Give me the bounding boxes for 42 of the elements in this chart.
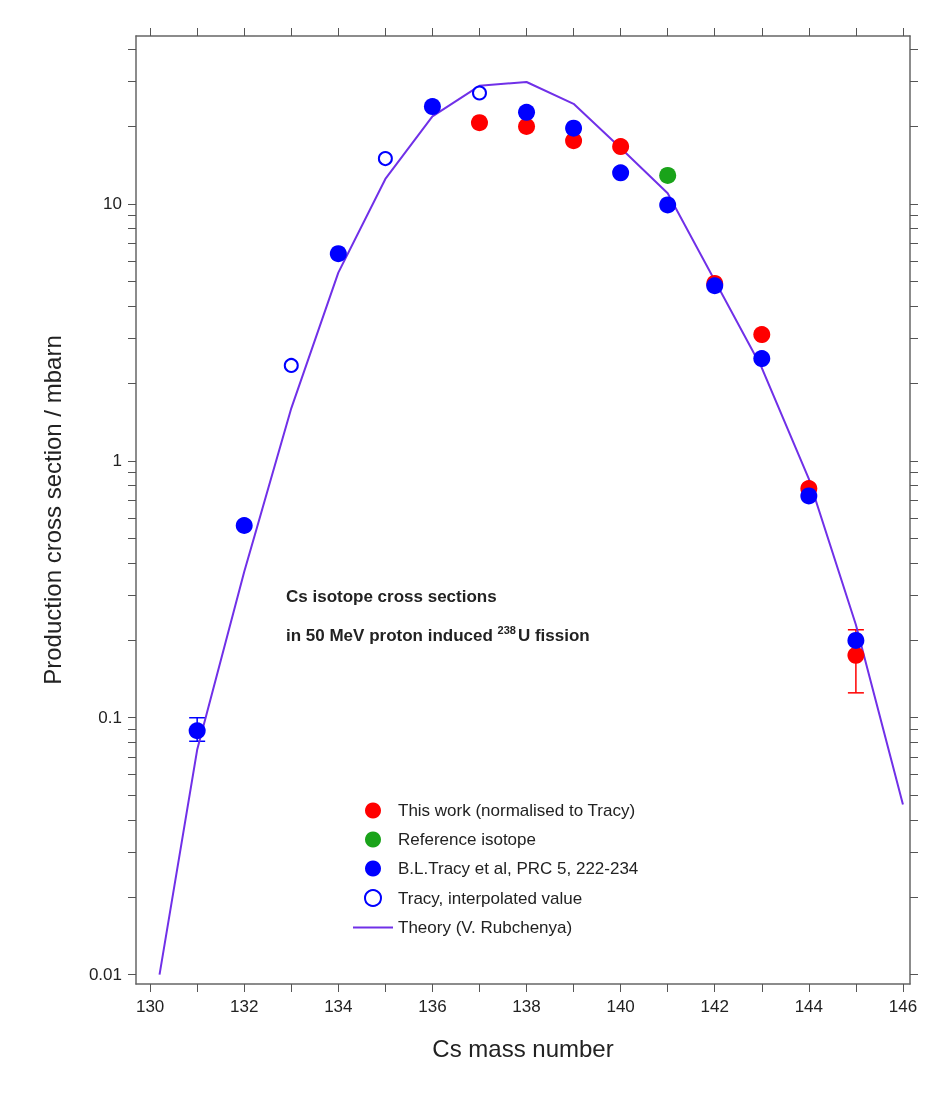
y-tick-label: 0.1 <box>98 708 122 728</box>
point <box>565 119 583 137</box>
x-tick-label: 132 <box>230 997 259 1016</box>
line-series <box>158 80 904 976</box>
x-tick-label: 130 <box>135 997 165 1016</box>
point <box>753 350 771 368</box>
point <box>612 164 630 182</box>
point <box>659 196 677 214</box>
point <box>377 151 393 167</box>
point <box>753 326 771 344</box>
annotation: Cs isotope cross sections <box>286 587 497 606</box>
x-tick-label: 140 <box>606 997 635 1016</box>
point <box>847 631 865 649</box>
y-axis-title: Production cross section / mbarn <box>38 335 66 685</box>
y-tick-label: 1 <box>112 451 122 471</box>
legend-label: Tracy, interpolated value <box>398 888 583 908</box>
x-tick-label: 146 <box>888 997 918 1016</box>
legend-label: Reference isotope <box>398 830 536 849</box>
x-tick-label: 142 <box>700 997 729 1016</box>
point <box>188 722 206 740</box>
x-axis-title: Cs mass number <box>432 1034 614 1062</box>
point <box>800 487 818 505</box>
x-tick-label: 136 <box>418 997 447 1016</box>
point <box>847 646 865 664</box>
point <box>283 357 299 373</box>
x-tick-label: 134 <box>324 997 353 1016</box>
point <box>471 85 487 101</box>
x-tick-label: 144 <box>794 997 824 1016</box>
point <box>423 98 441 116</box>
point <box>329 245 347 263</box>
legend-label: This work (normalised to Tracy) <box>398 801 636 820</box>
legend-label: Theory (V. Rubchenya) <box>398 918 573 937</box>
y-tick-label: 10 <box>103 194 122 214</box>
x-tick-label: 138 <box>512 997 541 1016</box>
point <box>470 114 488 132</box>
point <box>235 517 253 534</box>
point <box>518 103 536 121</box>
legend-label: B.L.Tracy et al, PRC 5, 222-234 <box>398 859 639 878</box>
y-tick-label: 0.01 <box>88 965 122 985</box>
point <box>612 138 630 156</box>
point <box>659 166 677 184</box>
point <box>518 118 536 135</box>
